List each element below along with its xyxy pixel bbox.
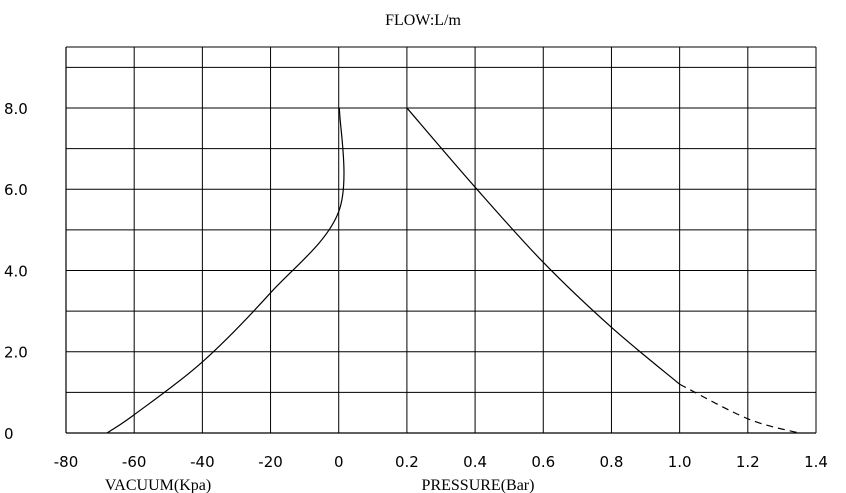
x-axis-label-vacuum: VACUUM(Kpa) [105,477,211,493]
flow-curve-pressure [406,107,681,385]
y-tick-label: 2.0 [4,344,28,362]
tick-labels: -80 -60 -40 -20 0 0.2 0.4 0.6 0.8 1.0 1.2 1.4 0 2.0 4.… [4,100,828,471]
x-axis-label-pressure: PRESSURE(Bar) [422,477,535,493]
y-tick-label: 6.0 [4,181,28,199]
x-tick-label: -80 [54,453,79,471]
y-tick-label: 4.0 [4,262,28,280]
series [106,107,800,434]
flow-curve-vacuum [106,107,345,434]
x-tick-label: 1.4 [804,453,828,471]
x-tick-label: 1.0 [668,453,692,471]
y-tick-label: 8.0 [4,100,28,118]
y-tick-label: 0 [4,425,14,443]
chart-title: FLOW:L/m [385,12,461,29]
x-tick-label: -40 [190,453,215,471]
x-tick-label: 0.6 [531,453,555,471]
x-tick-label: 0.4 [463,453,487,471]
x-tick-label: 0.2 [395,453,419,471]
x-tick-label: 0 [334,453,344,471]
x-tick-label: 1.2 [736,453,760,471]
grid [65,46,817,434]
flow-curve-dashed [679,383,800,434]
x-tick-label: 0.8 [600,453,624,471]
x-tick-label: -20 [258,453,283,471]
x-tick-label: -60 [122,453,147,471]
